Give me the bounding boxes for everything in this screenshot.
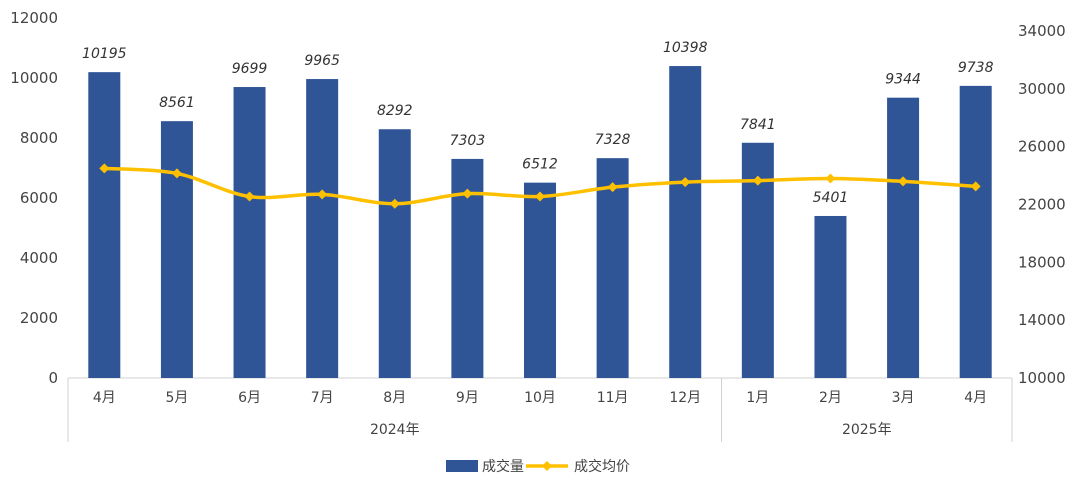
month-label: 3月 bbox=[892, 390, 915, 406]
volume-data-label: 9965 bbox=[304, 53, 340, 69]
right-tick-label: 26000 bbox=[1018, 138, 1066, 156]
month-label: 2月 bbox=[819, 390, 842, 406]
left-tick-label: 12000 bbox=[10, 9, 58, 27]
volume-data-label: 7328 bbox=[595, 132, 631, 148]
volume-bar bbox=[596, 158, 629, 378]
month-label: 9月 bbox=[456, 390, 479, 406]
left-tick-label: 0 bbox=[48, 369, 58, 387]
right-tick-label: 30000 bbox=[1018, 80, 1066, 98]
volume-bar bbox=[306, 79, 339, 379]
price-point bbox=[462, 188, 473, 199]
volume-data-label: 10195 bbox=[82, 46, 127, 62]
right-tick-label: 34000 bbox=[1018, 22, 1066, 40]
year-label: 2025年 bbox=[842, 422, 892, 438]
left-tick-label: 10000 bbox=[10, 69, 58, 87]
price-point bbox=[171, 168, 182, 179]
month-label: 7月 bbox=[311, 390, 334, 406]
volume-bar bbox=[814, 215, 847, 378]
legend: 成交量 成交均价 bbox=[446, 458, 630, 475]
month-label: 4月 bbox=[964, 390, 987, 406]
price-point bbox=[970, 181, 981, 192]
legend-label-volume: 成交量 bbox=[482, 458, 524, 475]
price-point bbox=[825, 173, 836, 184]
price-point bbox=[535, 191, 545, 202]
volume-bar bbox=[524, 182, 556, 378]
legend-swatch-price-marker bbox=[542, 461, 552, 471]
left-tick-label: 4000 bbox=[20, 249, 58, 267]
volume-bar bbox=[669, 66, 702, 378]
category-axis: 4月 5月 6月 7月 8月 9月 10月 11月 12月 1月 2月 3月 4月 2024年 2025年 bbox=[67, 378, 1013, 442]
volume-data-label: 9738 bbox=[958, 60, 994, 76]
price-point bbox=[607, 182, 618, 193]
year-label: 2024年 bbox=[370, 422, 420, 438]
volume-data-label: 10398 bbox=[663, 40, 708, 56]
price-point bbox=[317, 189, 328, 200]
price-point bbox=[389, 198, 400, 209]
month-label: 10月 bbox=[524, 390, 556, 406]
left-tick-label: 2000 bbox=[20, 309, 58, 327]
month-label: 11月 bbox=[597, 390, 629, 406]
volume-bar bbox=[88, 72, 121, 379]
price-point bbox=[680, 177, 691, 188]
volume-data-label: 9344 bbox=[885, 72, 921, 88]
volume-data-label: 8561 bbox=[159, 95, 195, 111]
right-tick-label: 22000 bbox=[1018, 196, 1066, 214]
volume-data-label: 5401 bbox=[813, 190, 849, 206]
volume-data-label: 7841 bbox=[740, 117, 776, 133]
volume-data-label: 8292 bbox=[377, 103, 413, 119]
volume-bar bbox=[233, 87, 266, 378]
price-point bbox=[244, 191, 255, 202]
price-point bbox=[898, 176, 909, 187]
legend-swatch-volume bbox=[446, 460, 478, 472]
left-axis-ticks: 0 2000 4000 6000 8000 10000 12000 bbox=[10, 9, 58, 387]
volume-bar bbox=[378, 129, 411, 378]
volume-bar bbox=[160, 121, 193, 379]
right-axis-ticks: 10000 14000 18000 22000 26000 30000 34000 bbox=[1018, 22, 1066, 387]
volume-data-label: 9699 bbox=[232, 61, 268, 77]
volume-bar bbox=[959, 85, 992, 379]
volume-data-label: 7303 bbox=[450, 133, 486, 149]
volume-bars bbox=[88, 66, 992, 379]
month-label: 4月 bbox=[93, 390, 116, 406]
left-tick-label: 6000 bbox=[20, 189, 58, 207]
volume-data-label: 6512 bbox=[522, 157, 558, 173]
left-tick-label: 8000 bbox=[20, 129, 58, 147]
month-label: 6月 bbox=[238, 390, 261, 406]
month-label: 8月 bbox=[383, 390, 406, 406]
volume-bar bbox=[887, 97, 920, 379]
month-label: 12月 bbox=[669, 390, 701, 406]
right-tick-label: 18000 bbox=[1018, 253, 1066, 271]
month-label: 5月 bbox=[165, 390, 188, 406]
right-tick-label: 10000 bbox=[1018, 369, 1066, 387]
right-tick-label: 14000 bbox=[1018, 311, 1066, 329]
price-point bbox=[752, 175, 763, 186]
price-line-series bbox=[99, 163, 981, 209]
month-label: 1月 bbox=[746, 390, 769, 406]
volume-data-labels: 10195 8561 9699 9965 8292 7303 6512 7328 10398 78… bbox=[82, 40, 994, 206]
price-point bbox=[99, 163, 110, 174]
legend-label-price: 成交均价 bbox=[574, 458, 630, 475]
